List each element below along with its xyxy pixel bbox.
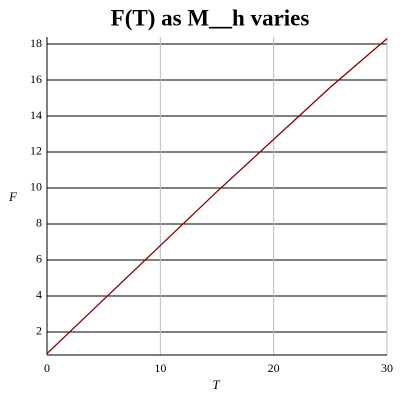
x-tick-label: 10 (154, 361, 166, 375)
y-axis-label: F (8, 189, 18, 204)
y-tick-label: 2 (36, 324, 42, 338)
y-tick-label: 6 (36, 252, 42, 266)
y-tick-label: 10 (30, 180, 42, 194)
x-tick-label: 0 (44, 361, 50, 375)
y-tick-label: 16 (30, 72, 42, 86)
chart-title: F(T) as M__h varies (111, 5, 310, 30)
x-tick-label: 20 (268, 361, 280, 375)
data-line (46, 38, 388, 355)
y-tick-label: 12 (30, 144, 42, 158)
y-tick-label: 4 (36, 288, 42, 302)
x-axis-label: T (212, 377, 220, 392)
y-tick-label: 14 (30, 108, 42, 122)
y-tick-label: 18 (30, 36, 42, 50)
y-tick-label: 8 (36, 216, 42, 230)
x-tick-label: 30 (381, 361, 393, 375)
